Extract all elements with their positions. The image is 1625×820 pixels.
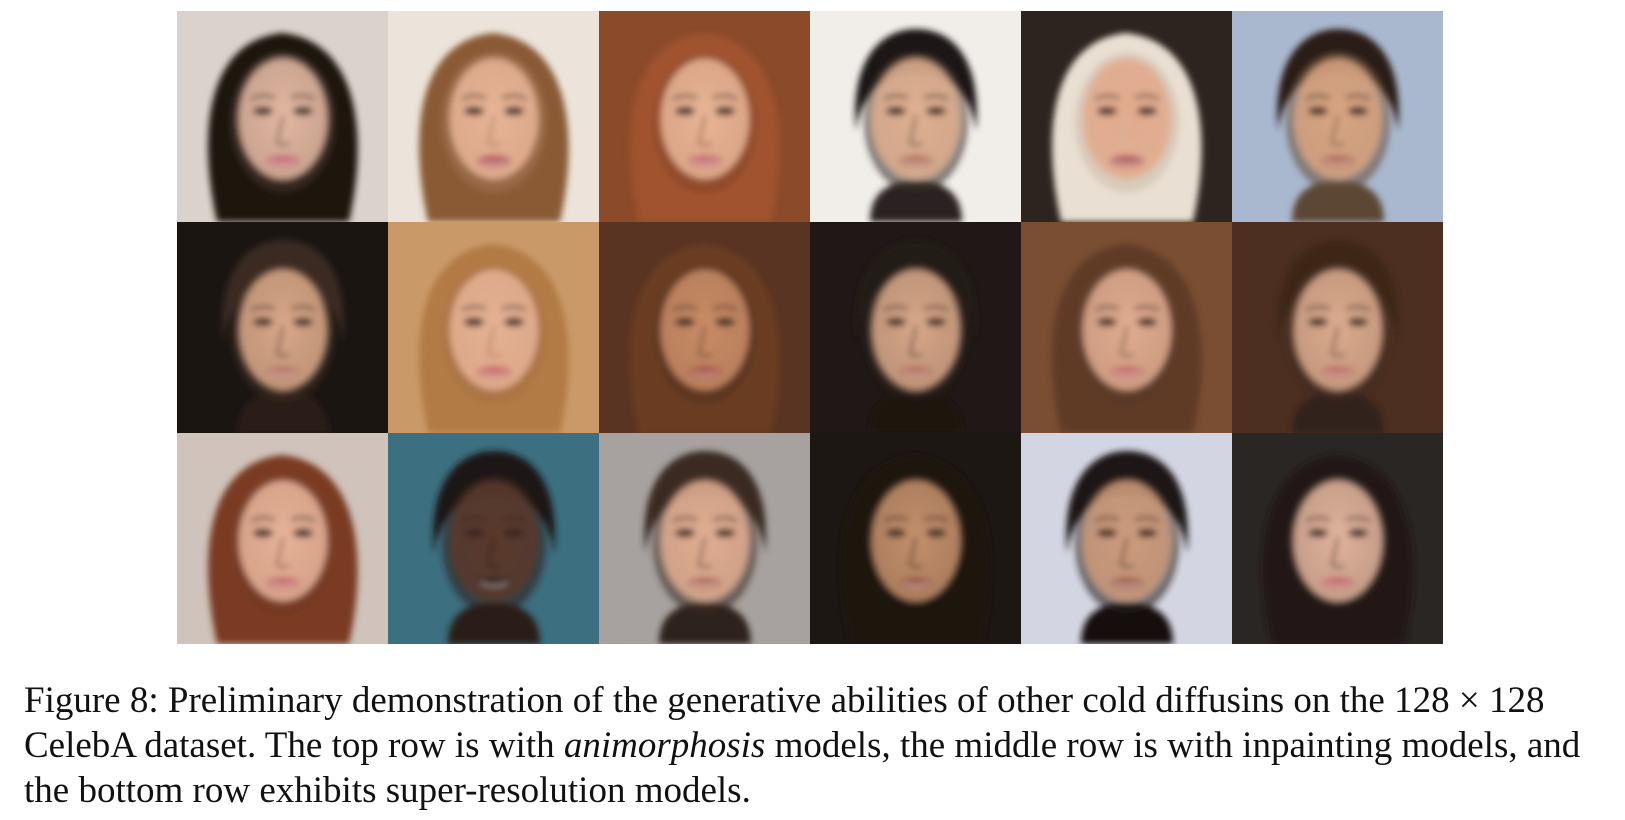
face-image [1232, 433, 1443, 644]
face-image [177, 11, 388, 222]
face-portrait [1021, 11, 1232, 222]
face-image [1021, 11, 1232, 222]
figure-image-grid [177, 11, 1443, 644]
face-portrait [388, 433, 599, 644]
figure-caption: Figure 8: Preliminary demonstration of t… [24, 678, 1614, 813]
face-portrait [1021, 222, 1232, 433]
caption-text-1: Preliminary demonstration of the generat… [158, 680, 1450, 721]
caption-italic-term: animorphosis [563, 725, 766, 766]
face-portrait [177, 222, 388, 433]
face-portrait [1232, 433, 1443, 644]
face-image [177, 222, 388, 433]
face-image [388, 222, 599, 433]
face-portrait [599, 11, 810, 222]
caption-text-3: models, the middle row is with inpaintin… [24, 725, 1581, 811]
face-image [388, 433, 599, 644]
face-image [810, 433, 1021, 644]
face-portrait [810, 222, 1021, 433]
face-portrait [1021, 433, 1232, 644]
face-image [1021, 433, 1232, 644]
face-portrait [599, 433, 810, 644]
caption-times: × [1449, 680, 1489, 721]
face-portrait [810, 11, 1021, 222]
caption-label: Figure 8: [24, 680, 159, 721]
face-image [388, 11, 599, 222]
face-portrait [177, 433, 388, 644]
face-portrait [1232, 222, 1443, 433]
face-image [599, 11, 810, 222]
face-portrait [810, 433, 1021, 644]
face-image [599, 433, 810, 644]
face-portrait [599, 222, 810, 433]
face-portrait [1232, 11, 1443, 222]
face-image [1232, 11, 1443, 222]
face-portrait [388, 222, 599, 433]
face-image [810, 11, 1021, 222]
face-portrait [177, 11, 388, 222]
face-image [810, 222, 1021, 433]
face-image [599, 222, 810, 433]
face-image [177, 433, 388, 644]
face-image [1232, 222, 1443, 433]
face-portrait [388, 11, 599, 222]
caption-text-2: 128 CelebA dataset. The top row is with [24, 680, 1545, 766]
face-image [1021, 222, 1232, 433]
